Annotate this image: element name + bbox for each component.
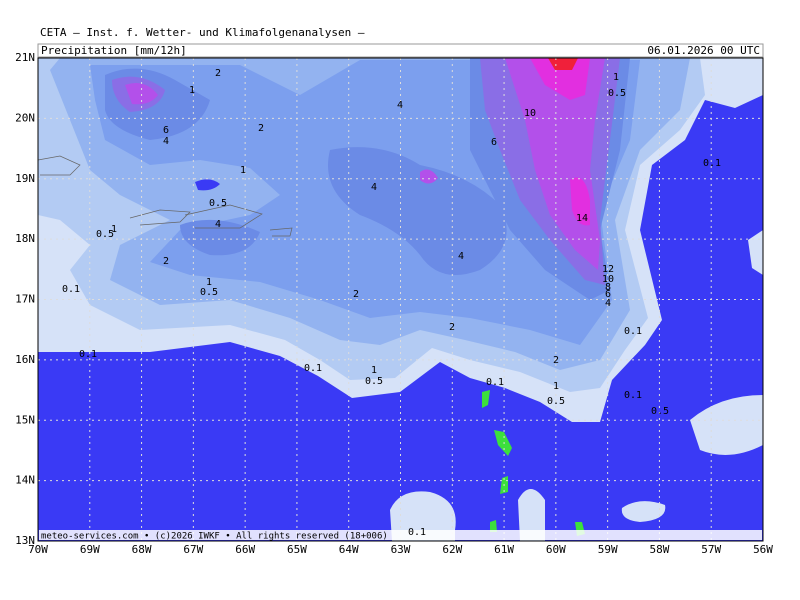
contour-label: 2 xyxy=(163,256,169,267)
contour-label: 1 xyxy=(553,381,559,392)
lon-tick-label: 67W xyxy=(183,543,203,556)
lat-tick-label: 21N xyxy=(15,51,35,64)
contour-label: 8 xyxy=(605,282,611,293)
lat-tick-label: 20N xyxy=(15,111,35,124)
contour-label: 0.5 xyxy=(651,406,669,417)
contour-label: 0.5 xyxy=(608,88,626,99)
coastlines xyxy=(38,155,293,237)
lat-tick-label: 13N xyxy=(15,534,35,547)
lon-tick-label: 58W xyxy=(649,543,669,556)
lon-tick-label: 64W xyxy=(339,543,359,556)
lat-tick-label: 14N xyxy=(15,474,35,487)
contour-label: 2 xyxy=(449,322,455,333)
contour-label: 2 xyxy=(353,289,359,300)
map-frame xyxy=(37,57,764,542)
contour-label: 6 xyxy=(163,125,169,136)
contour-label: 2 xyxy=(215,68,221,79)
contour-label: 1 xyxy=(189,85,195,96)
contour-label: 6 xyxy=(491,137,497,148)
precip-14 xyxy=(530,58,590,226)
footer-band xyxy=(39,530,762,540)
lat-tick-label: 19N xyxy=(15,172,35,185)
lon-tick-label: 59W xyxy=(598,543,618,556)
graticule xyxy=(38,58,763,541)
contour-label: 10 xyxy=(602,274,614,285)
contour-label: 0.5 xyxy=(209,198,227,209)
header-title: CETA — Inst. f. Wetter- und Klimafolgena… xyxy=(40,26,365,39)
contour-label: 2 xyxy=(553,355,559,366)
contour-label: 0.5 xyxy=(365,376,383,387)
footer: meteo-services.com • (c)2026 IWKF • All … xyxy=(41,532,388,542)
precip-6 xyxy=(112,58,620,285)
contour-label: 0.1 xyxy=(79,349,97,360)
contour-label: 1 xyxy=(613,72,619,83)
contour-label: 14 xyxy=(576,213,588,224)
map-area xyxy=(38,58,763,541)
lon-tick-label: 61W xyxy=(494,543,514,556)
dry-spot xyxy=(195,179,220,191)
contour-label: 0.1 xyxy=(62,284,80,295)
lat-tick-label: 15N xyxy=(15,413,35,426)
lon-tick-label: 63W xyxy=(391,543,411,556)
lon-tick-label: 62W xyxy=(442,543,462,556)
contour-label: 0.1 xyxy=(304,363,322,374)
lon-tick-label: 65W xyxy=(287,543,307,556)
contour-label: 1 xyxy=(206,277,212,288)
contour-label: 1 xyxy=(371,365,377,376)
lon-tick-label: 57W xyxy=(701,543,721,556)
contour-label: 0.1 xyxy=(703,158,721,169)
panel-label: Precipitation [mm/12h] xyxy=(41,44,187,57)
contour-label: 1 xyxy=(111,224,117,235)
contour-label: 10 xyxy=(524,108,536,119)
contour-label: 2 xyxy=(258,123,264,134)
panel-date: 06.01.2026 00 UTC xyxy=(647,44,760,57)
contour-label: 12 xyxy=(602,264,614,275)
contour-label: 4 xyxy=(605,298,611,309)
contour-label: 0.1 xyxy=(624,390,642,401)
lon-tick-label: 66W xyxy=(235,543,255,556)
lon-tick-label: 60W xyxy=(546,543,566,556)
contour-label: 0.5 xyxy=(96,229,114,240)
lon-tick-label: 70W xyxy=(28,543,48,556)
contour-label: 6 xyxy=(605,289,611,300)
contour-label: 4 xyxy=(215,219,221,230)
lon-tick-label: 56W xyxy=(753,543,773,556)
precip-max xyxy=(548,58,578,70)
contour-label: 0.5 xyxy=(200,287,218,298)
lat-tick-label: 17N xyxy=(15,293,35,306)
lon-tick-label: 69W xyxy=(80,543,100,556)
lat-tick-label: 16N xyxy=(15,353,35,366)
contour-label: 1 xyxy=(240,165,246,176)
contour-label: 4 xyxy=(397,100,403,111)
contour-label: 4 xyxy=(163,136,169,147)
lon-tick-label: 68W xyxy=(132,543,152,556)
contour-label: 0.1 xyxy=(408,527,426,538)
contour-label: 0.1 xyxy=(624,326,642,337)
panel-bar xyxy=(37,43,764,58)
contour-label: 4 xyxy=(458,251,464,262)
lat-tick-label: 18N xyxy=(15,232,35,245)
contour-label: 4 xyxy=(371,182,377,193)
contour-label: 0.5 xyxy=(547,396,565,407)
contour-label: 0.1 xyxy=(486,377,504,388)
